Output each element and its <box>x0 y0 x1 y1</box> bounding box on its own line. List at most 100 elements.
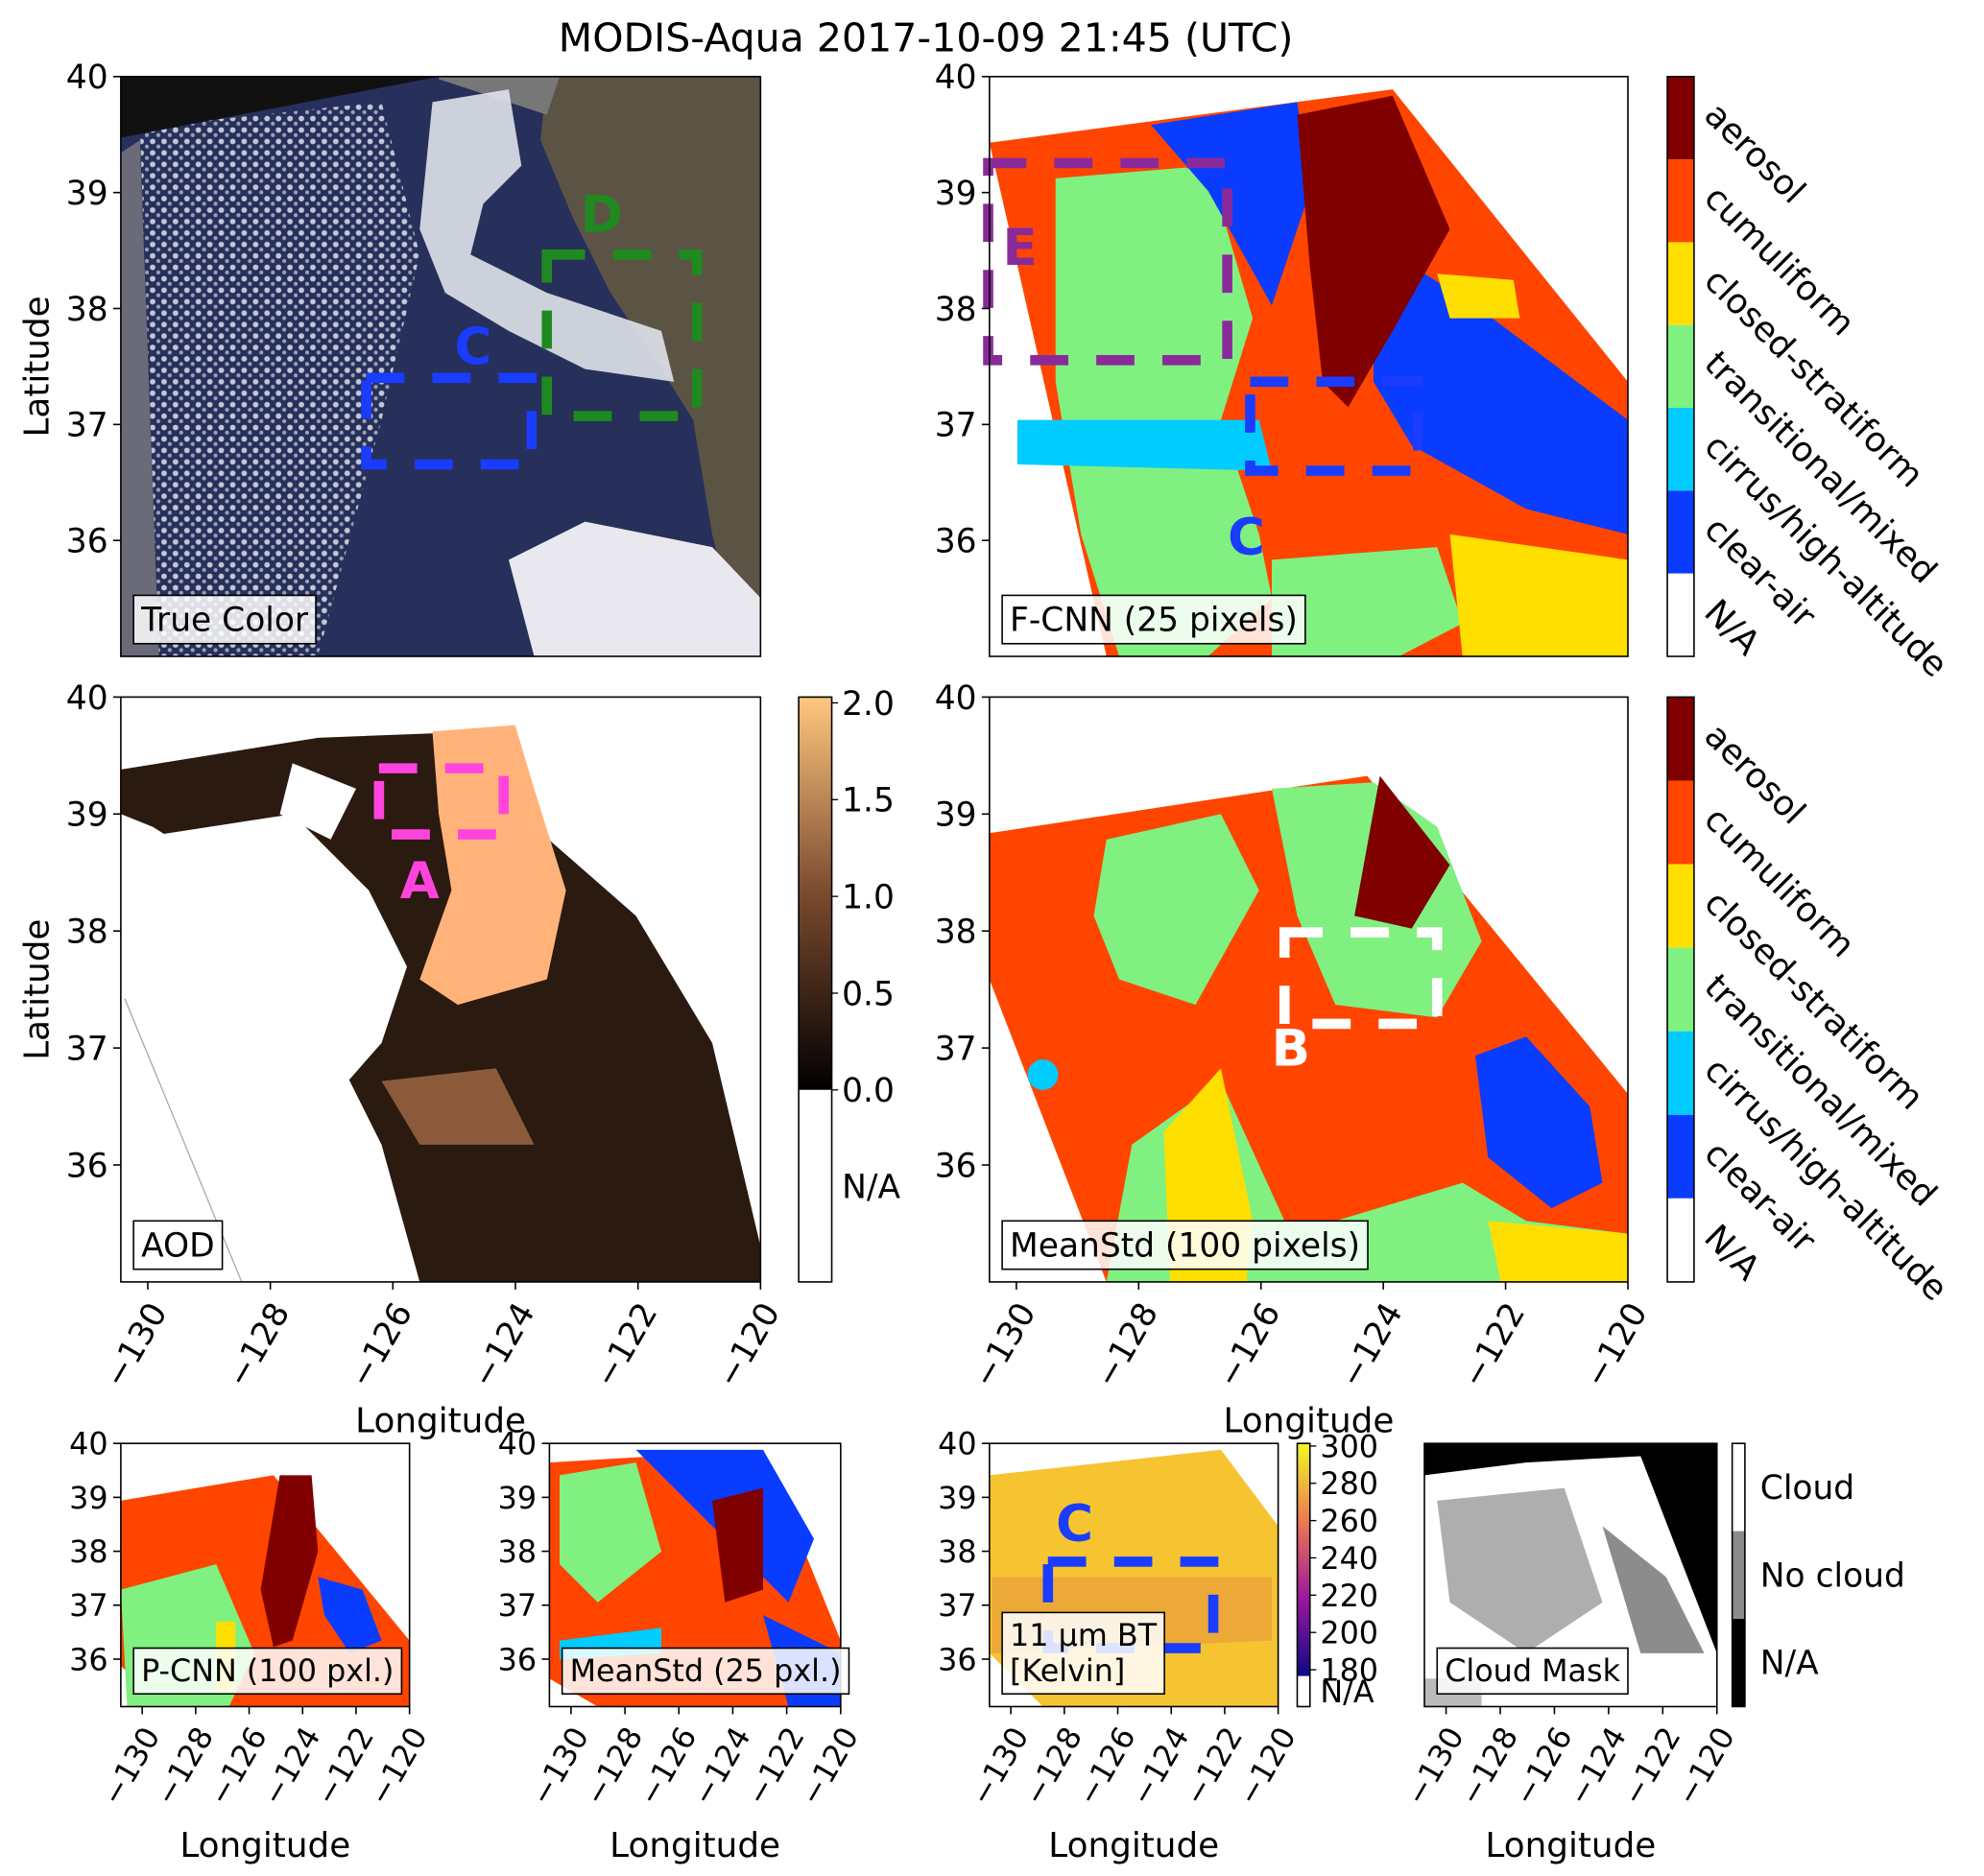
region-letter: D <box>581 185 623 244</box>
x-tick-label: −124 <box>1332 1296 1411 1394</box>
colorbar-frame <box>1731 1442 1746 1708</box>
panel-label-text: MeanStd (25 pxl.) <box>570 1653 842 1689</box>
y-tick-label: 40 <box>938 1427 976 1462</box>
panel-label-box <box>132 594 317 645</box>
y-tick-label: 39 <box>66 796 108 835</box>
colorbar-class <box>1667 864 1694 948</box>
region-box <box>983 157 1232 366</box>
y-tick-label: 37 <box>66 407 108 445</box>
y-tick-label: 39 <box>69 1481 108 1516</box>
axes-frame <box>989 1442 1279 1708</box>
panel-label-box <box>1001 1611 1165 1696</box>
x-tick-label: −128 <box>219 1296 298 1394</box>
colorbar-class <box>1667 780 1694 865</box>
region-letter: A <box>400 852 440 911</box>
y-tick-label: 38 <box>938 1534 976 1570</box>
true-color-image <box>120 76 761 657</box>
y-tick-label: 40 <box>498 1427 537 1462</box>
colorbar-tick-label: 1.5 <box>842 782 895 820</box>
region-box <box>1279 927 1443 1030</box>
colorbar-class <box>1732 1531 1745 1620</box>
colorbar-frame <box>798 696 833 1283</box>
y-tick-label: 40 <box>935 679 977 718</box>
axes-frame <box>1423 1442 1718 1708</box>
x-axis-label: Longitude <box>1223 1401 1394 1440</box>
colorbar-class <box>1667 1114 1694 1199</box>
panel-label-box <box>561 1647 850 1696</box>
colorbar-label: Cloud <box>1760 1469 1854 1508</box>
y-tick-label: 37 <box>66 1031 108 1069</box>
panel-label-text: P-CNN (100 pxl.) <box>141 1653 394 1689</box>
x-tick-label: −120 <box>1577 1296 1656 1394</box>
region-box <box>541 249 703 421</box>
y-tick-label: 37 <box>69 1588 108 1624</box>
colorbar-class <box>1667 947 1694 1032</box>
colorbar-class <box>1667 159 1694 243</box>
axes-frame <box>120 696 762 1283</box>
meanstd-25-map <box>549 1449 841 1707</box>
x-tick-label: −126 <box>342 1296 420 1394</box>
y-tick-label: 36 <box>66 523 108 561</box>
x-tick-label: −130 <box>966 1296 1044 1394</box>
panel-label-box <box>1001 1220 1369 1270</box>
y-tick-label: 39 <box>938 1481 976 1516</box>
region-box <box>1245 376 1423 476</box>
panel-label: MeanStd (25 pxl.) <box>561 1647 850 1696</box>
colorbar-tick-label: 0.0 <box>842 1072 895 1110</box>
panel-label-text: Cloud Mask <box>1445 1653 1620 1689</box>
x-axis-label: Longitude <box>610 1826 780 1865</box>
colorbar-label: N/A <box>1760 1645 1819 1683</box>
x-tick-label: −128 <box>1088 1296 1166 1394</box>
axes-frame <box>989 696 1629 1283</box>
y-tick-label: 39 <box>935 175 977 213</box>
panel-label-box <box>132 1647 403 1696</box>
colorbar-class <box>1667 76 1694 160</box>
colorbar-class <box>1667 324 1694 409</box>
x-axis-label: Longitude <box>355 1401 526 1440</box>
panel-label-box <box>1436 1647 1629 1696</box>
colorbar-class <box>1732 1619 1745 1707</box>
colorbar-tick-label: 200 <box>1320 1616 1378 1651</box>
panel-label-text: [Kelvin] <box>1010 1653 1125 1689</box>
y-tick-label: 38 <box>498 1534 537 1570</box>
region-letter: E <box>1003 219 1038 277</box>
colorbar-tick-label: 1.0 <box>842 879 895 917</box>
aod-map <box>120 724 761 1283</box>
y-tick-label: 36 <box>498 1642 537 1677</box>
colorbar-na-label: N/A <box>1320 1674 1374 1710</box>
region-box <box>373 763 509 840</box>
panel-label: P-CNN (100 pxl.) <box>132 1647 403 1696</box>
colorbar-class <box>1667 1031 1694 1115</box>
y-tick-label: 40 <box>66 59 108 97</box>
y-tick-label: 38 <box>66 291 108 329</box>
colorbar-tick-label: 280 <box>1320 1466 1378 1502</box>
x-tick-label: −120 <box>709 1296 788 1394</box>
y-tick-label: 37 <box>935 1031 977 1069</box>
panel-label: AOD <box>132 1220 224 1270</box>
y-tick-label: 38 <box>935 914 977 952</box>
y-tick-label: 40 <box>66 679 108 718</box>
fcnn-map <box>989 89 1628 657</box>
region-letter: C <box>454 318 491 376</box>
panel-label-text: F-CNN (25 pixels) <box>1010 602 1298 640</box>
y-tick-label: 38 <box>66 914 108 952</box>
colorbar-tick-label: 220 <box>1320 1579 1378 1614</box>
x-axis-label: Longitude <box>179 1826 350 1865</box>
colorbar-class <box>1667 242 1694 325</box>
colorbar-frame <box>1666 696 1695 1283</box>
panel-label: MeanStd (100 pixels) <box>1001 1220 1369 1270</box>
colorbar-tick-label: 2.0 <box>842 685 895 724</box>
colorbar-class <box>1667 408 1694 491</box>
axes-frame <box>989 76 1629 657</box>
colorbar-class <box>1667 573 1694 657</box>
colorbar-label: No cloud <box>1760 1556 1905 1595</box>
colorbar-class <box>1667 1198 1694 1282</box>
axes-frame <box>120 76 762 657</box>
region-letter: C <box>1056 1495 1093 1554</box>
region-box <box>361 372 538 470</box>
y-tick-label: 36 <box>935 523 977 561</box>
x-tick-label: −124 <box>465 1296 543 1394</box>
x-tick-label: −122 <box>586 1296 665 1394</box>
colorbar-frame <box>1666 76 1695 657</box>
